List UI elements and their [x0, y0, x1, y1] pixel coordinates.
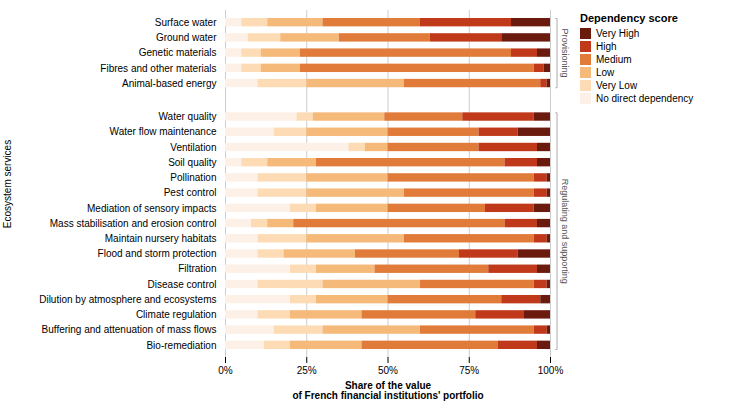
- svg-text:Soil quality: Soil quality: [168, 157, 216, 168]
- svg-text:Bio-remediation: Bio-remediation: [146, 340, 216, 351]
- svg-text:Climate regulation: Climate regulation: [136, 309, 217, 320]
- svg-text:Mediation of sensory impacts: Mediation of sensory impacts: [87, 203, 217, 214]
- svg-text:100%: 100%: [538, 365, 564, 376]
- svg-text:Pollination: Pollination: [170, 172, 216, 183]
- svg-text:Water flow maintenance: Water flow maintenance: [110, 126, 217, 137]
- html-text:Medium: Medium: [596, 54, 632, 65]
- svg-text:Surface water: Surface water: [155, 17, 217, 28]
- svg-text:Filtration: Filtration: [178, 263, 216, 274]
- html-text:Very High: Very High: [596, 28, 640, 39]
- html-text:Very Low: Very Low: [596, 80, 638, 91]
- html-text:Dependency score: Dependency score: [580, 12, 678, 24]
- svg-text:Regulating and supporting: Regulating and supporting: [560, 179, 570, 284]
- svg-text:Flood and storm protection: Flood and storm protection: [98, 248, 217, 259]
- svg-text:Maintain nursery habitats: Maintain nursery habitats: [105, 233, 217, 244]
- svg-text:Genetic materials: Genetic materials: [139, 47, 217, 58]
- svg-text:Share of the valueof French fi: Share of the valueof French financial in…: [292, 380, 483, 401]
- svg-text:0%: 0%: [218, 365, 233, 376]
- svg-text:75%: 75%: [459, 365, 479, 376]
- svg-text:Animal-based energy: Animal-based energy: [122, 78, 217, 89]
- svg-text:Provisioning: Provisioning: [560, 29, 570, 78]
- svg-text:Fibres and other materials: Fibres and other materials: [100, 63, 216, 74]
- svg-text:25%: 25%: [297, 365, 317, 376]
- html-text:Low: Low: [596, 67, 615, 78]
- html-text:High: High: [596, 41, 617, 52]
- svg-text:Disease control: Disease control: [148, 279, 217, 290]
- svg-text:Water quality: Water quality: [159, 111, 217, 122]
- svg-text:Ventilation: Ventilation: [170, 142, 216, 153]
- svg-text:Mass stabilisation and erosion: Mass stabilisation and erosion control: [50, 218, 217, 229]
- svg-text:Ground water: Ground water: [156, 32, 217, 43]
- html-text:No direct dependency: No direct dependency: [596, 93, 694, 104]
- svg-text:Buffering and attenuation of m: Buffering and attenuation of mass flows: [42, 324, 217, 335]
- svg-text:Ecosystem services: Ecosystem services: [2, 140, 13, 228]
- svg-text:Pest control: Pest control: [164, 187, 217, 198]
- svg-text:Dilution by atmosphere and eco: Dilution by atmosphere and ecosystems: [39, 294, 216, 305]
- svg-text:50%: 50%: [378, 365, 398, 376]
